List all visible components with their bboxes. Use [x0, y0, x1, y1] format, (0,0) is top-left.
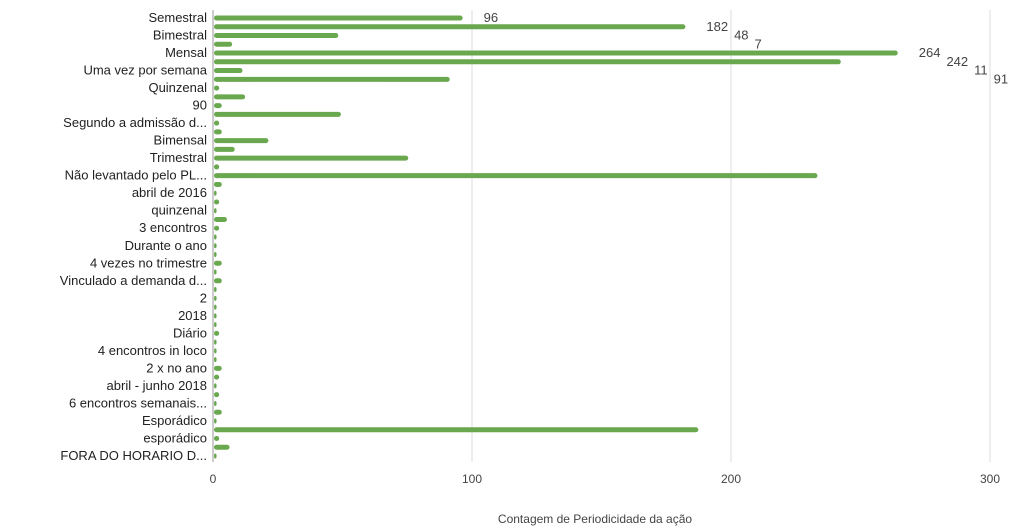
category-label: Vinculado a demanda d...	[60, 273, 207, 288]
bar[interactable]	[214, 400, 217, 406]
category-label: Quinzenal	[148, 80, 207, 95]
bar[interactable]	[214, 278, 222, 284]
data-label: 7	[755, 36, 762, 51]
x-tick-labels: 0 100 200 300	[210, 472, 1001, 486]
data-labels: 9618248726424211912123492321875223331215…	[484, 10, 1008, 86]
bar[interactable]	[214, 59, 841, 65]
category-label: Semestral	[148, 10, 207, 25]
data-label: 11	[974, 63, 988, 78]
category-label: abril de 2016	[132, 185, 207, 200]
bar[interactable]	[214, 138, 269, 144]
bar[interactable]	[214, 24, 686, 30]
category-label: quinzenal	[151, 203, 207, 218]
category-label: 2	[200, 290, 207, 305]
bar[interactable]	[214, 146, 235, 152]
category-label: Durante o ano	[125, 238, 207, 253]
category-label: Diário	[173, 325, 207, 340]
bar[interactable]	[214, 252, 217, 258]
bar[interactable]	[214, 173, 818, 179]
bar[interactable]	[214, 435, 220, 441]
bar[interactable]	[214, 365, 222, 371]
bar[interactable]	[214, 111, 341, 117]
bar[interactable]	[214, 33, 339, 39]
category-label: abril - junho 2018	[107, 378, 207, 393]
bar[interactable]	[214, 234, 217, 240]
bar[interactable]	[214, 199, 220, 205]
data-label: 91	[994, 71, 1008, 86]
category-label: Uma vez por semana	[83, 63, 207, 78]
category-label: Bimensal	[154, 133, 208, 148]
bar[interactable]	[214, 94, 246, 100]
bar[interactable]	[214, 295, 217, 301]
bar[interactable]	[214, 409, 222, 415]
x-tick-label: 300	[980, 472, 1000, 486]
bar[interactable]	[214, 15, 463, 21]
bar[interactable]	[214, 392, 220, 398]
bar[interactable]	[214, 216, 227, 222]
category-label: Esporádico	[142, 413, 207, 428]
bar[interactable]	[214, 444, 230, 450]
x-axis-title: Contagem de Periodicidade da ação	[498, 512, 692, 526]
bar[interactable]	[214, 120, 220, 126]
bar[interactable]	[214, 181, 222, 187]
bar[interactable]	[214, 313, 217, 319]
bar[interactable]	[214, 260, 222, 266]
bar[interactable]	[214, 190, 217, 196]
gridlines	[212, 10, 991, 462]
bar[interactable]	[214, 418, 217, 424]
category-label: 4 vezes no trimestre	[90, 255, 207, 270]
bar[interactable]	[214, 155, 409, 161]
category-label: 2018	[178, 308, 207, 323]
category-label: Segundo a admissão d...	[63, 115, 207, 130]
category-label: 4 encontros in loco	[98, 343, 207, 358]
bar[interactable]	[214, 383, 217, 389]
category-label: FORA DO HORARIO D...	[60, 448, 207, 463]
bar[interactable]	[214, 208, 217, 214]
bar[interactable]	[214, 330, 220, 336]
bar[interactable]	[214, 304, 217, 310]
bar[interactable]	[214, 374, 220, 380]
data-label: 242	[946, 54, 968, 69]
category-labels: Semestral Bimestral Mensal Uma vez por sema…	[60, 10, 208, 463]
category-label: 90	[193, 98, 207, 113]
bar[interactable]	[214, 243, 217, 249]
bar[interactable]	[214, 50, 898, 56]
category-label: 3 encontros	[139, 220, 207, 235]
category-label: 6 encontros semanais...	[69, 395, 207, 410]
bar[interactable]	[214, 287, 217, 293]
category-label: Bimestral	[153, 28, 207, 43]
bar[interactable]	[214, 164, 220, 170]
x-tick-label: 200	[721, 472, 741, 486]
x-tick-label: 0	[210, 472, 217, 486]
bar[interactable]	[214, 76, 450, 82]
category-label: Trimestral	[150, 150, 207, 165]
bar[interactable]	[214, 129, 222, 135]
bar[interactable]	[214, 103, 222, 109]
category-label: Mensal	[165, 45, 207, 60]
bar[interactable]	[214, 357, 217, 363]
bar[interactable]	[214, 225, 220, 231]
bar[interactable]	[214, 348, 217, 354]
x-tick-label: 100	[462, 472, 482, 486]
bars	[214, 15, 898, 459]
category-label: 2 x no ano	[146, 360, 207, 375]
category-label: esporádico	[143, 430, 207, 445]
bar[interactable]	[214, 85, 220, 91]
bar[interactable]	[214, 322, 217, 328]
category-label: Não levantado pelo PL...	[65, 168, 207, 183]
data-label: 48	[734, 28, 748, 43]
bar[interactable]	[214, 41, 233, 47]
bar[interactable]	[214, 453, 217, 459]
bar[interactable]	[214, 339, 217, 345]
bar[interactable]	[214, 427, 699, 433]
bar[interactable]	[214, 269, 217, 275]
data-label: 264	[919, 45, 941, 60]
data-label: 96	[484, 10, 498, 25]
bar[interactable]	[214, 68, 243, 74]
data-label: 182	[706, 19, 728, 34]
